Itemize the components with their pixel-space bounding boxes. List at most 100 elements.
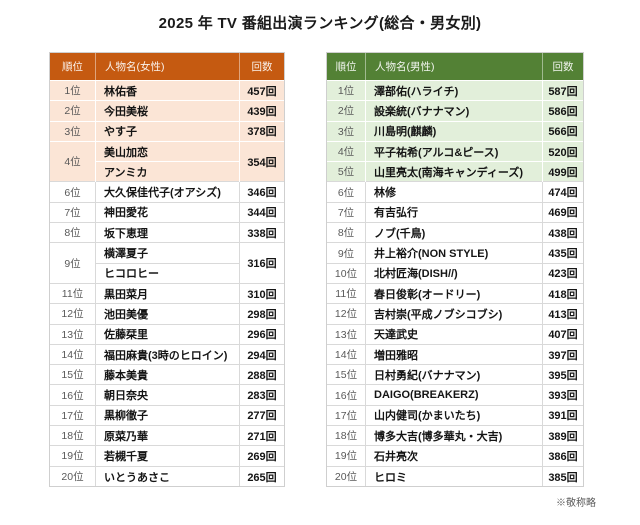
count-cell: 283回 [239, 384, 284, 406]
table-row: 7位 神田愛花 344回 [50, 201, 284, 223]
column-header-count: 回数 [542, 53, 583, 81]
table-row: ヒコロヒー [50, 262, 284, 284]
count-cell: 439回 [239, 100, 284, 122]
rank-cell: 12位 [327, 303, 366, 325]
rank-cell: 8位 [327, 222, 366, 243]
table-row: 20位 いとうあさこ 265回 [50, 465, 284, 487]
name-cell: 春日俊彰(オードリー) [365, 282, 543, 304]
table-row: 11位 春日俊彰(オードリー) 418回 [327, 282, 583, 304]
rank-cell: 9位 [50, 242, 96, 284]
table-row: 12位 池田美優 298回 [50, 303, 284, 325]
count-cell: 566回 [542, 120, 583, 142]
count-cell: 397回 [542, 343, 583, 365]
rank-cell: 2位 [50, 100, 96, 122]
rank-cell: 11位 [50, 282, 96, 304]
column-header-name: 人物名(女性) [95, 53, 240, 81]
name-cell: 石井亮次 [365, 445, 543, 467]
table-row: 6位 大久保佳代子(オアシズ) 346回 [50, 181, 284, 203]
rank-cell: 14位 [50, 343, 96, 365]
rank-cell: 8位 [50, 222, 96, 243]
count-cell: 298回 [239, 303, 284, 325]
rank-cell: 13位 [50, 323, 96, 345]
name-cell: 美山加恋 [95, 140, 240, 162]
name-cell: 横澤夏子 [95, 242, 240, 264]
table-row: 2位 今田美桜 439回 [50, 100, 284, 122]
table-row: 14位 福田麻貴(3時のヒロイン) 294回 [50, 343, 284, 365]
count-cell: 316回 [239, 242, 284, 284]
count-cell: 386回 [542, 445, 583, 467]
rank-cell: 11位 [327, 282, 366, 304]
name-cell: アンミカ [95, 161, 240, 182]
table-row: 9位 井上裕介(NON STYLE) 435回 [327, 242, 583, 264]
table-row: 17位 黒柳徹子 277回 [50, 404, 284, 426]
rank-cell: 3位 [327, 120, 366, 142]
name-cell: ヒロミ [365, 465, 543, 487]
table-row: 11位 黒田菜月 310回 [50, 282, 284, 304]
rank-cell: 5位 [327, 161, 366, 182]
table-row: 16位 朝日奈央 283回 [50, 384, 284, 406]
name-cell: 原菜乃華 [95, 425, 240, 446]
count-cell: 438回 [542, 222, 583, 243]
count-cell: 385回 [542, 465, 583, 487]
women-ranking-table: 順位 人物名(女性) 回数 1位 林佑香 457回 2位 今田美桜 439回 3位 やす子 378回 4… [49, 52, 285, 488]
table-row: 14位 増田雅昭 397回 [327, 343, 583, 365]
count-cell: 296回 [239, 323, 284, 345]
rank-cell: 6位 [50, 181, 96, 203]
count-cell: 338回 [239, 222, 284, 243]
rank-cell: 19位 [50, 445, 96, 467]
name-cell: 井上裕介(NON STYLE) [365, 242, 543, 264]
rank-cell: 16位 [327, 384, 366, 406]
count-cell: 418回 [542, 282, 583, 304]
rank-cell: 18位 [327, 425, 366, 446]
count-cell: 277回 [239, 404, 284, 426]
count-cell: 310回 [239, 282, 284, 304]
rank-cell: 19位 [327, 445, 366, 467]
name-cell: 澤部佑(ハライチ) [365, 79, 543, 101]
count-cell: 587回 [542, 79, 583, 101]
honorifics-note: ※敬称略 [556, 498, 596, 510]
name-cell: 山内健司(かまいたち) [365, 404, 543, 426]
name-cell: 林修 [365, 181, 543, 203]
count-cell: 354回 [239, 140, 284, 182]
table-row: 18位 原菜乃華 271回 [50, 425, 284, 446]
rank-cell: 1位 [50, 79, 96, 101]
table-row: 19位 若槻千夏 269回 [50, 445, 284, 467]
table-row: アンミカ [50, 161, 284, 182]
men-ranking-table: 順位 人物名(男性) 回数 1位 澤部佑(ハライチ) 587回 2位 設楽統(バナナマン) 58… [326, 52, 584, 488]
table-row: 5位 山里亮太(南海キャンディーズ) 499回 [327, 161, 583, 182]
name-cell: 日村勇紀(バナナマン) [365, 364, 543, 385]
name-cell: 吉村崇(平成ノブシコブシ) [365, 303, 543, 325]
table-row: 18位 博多大吉(博多華丸・大吉) 389回 [327, 425, 583, 446]
table-row: 19位 石井亮次 386回 [327, 445, 583, 467]
table-row: 15位 日村勇紀(バナナマン) 395回 [327, 364, 583, 385]
table-row: 13位 佐藤栞里 296回 [50, 323, 284, 345]
name-cell: 佐藤栞里 [95, 323, 240, 345]
count-cell: 474回 [542, 181, 583, 203]
page: 2025 年 TV 番組出演ランキング(総合・男女別) 順位 人物名(女性) 回数 1… [0, 13, 640, 509]
name-cell: 増田雅昭 [365, 343, 543, 365]
count-cell: 378回 [239, 120, 284, 142]
rank-cell: 3位 [50, 120, 96, 142]
count-cell: 407回 [542, 323, 583, 345]
count-cell: 586回 [542, 100, 583, 122]
rank-cell: 20位 [327, 465, 366, 487]
name-cell: ノブ(千鳥) [365, 222, 543, 243]
table-row: 1位 林佑香 457回 [50, 79, 284, 101]
rank-cell: 14位 [327, 343, 366, 365]
column-header-rank: 順位 [327, 53, 366, 81]
name-cell: DAIGO(BREAKERZ) [365, 384, 543, 406]
count-cell: 389回 [542, 425, 583, 446]
count-cell: 265回 [239, 465, 284, 487]
name-cell: 神田愛花 [95, 201, 240, 223]
rank-cell: 4位 [327, 140, 366, 162]
rank-cell: 9位 [327, 242, 366, 264]
rank-cell: 4位 [50, 140, 96, 182]
rank-cell: 20位 [50, 465, 96, 487]
table-row: 1位 澤部佑(ハライチ) 587回 [327, 79, 583, 101]
name-cell: 大久保佳代子(オアシズ) [95, 181, 240, 203]
page-title: 2025 年 TV 番組出演ランキング(総合・男女別) [158, 15, 482, 32]
table-row: 3位 やす子 378回 [50, 120, 284, 142]
count-cell: 413回 [542, 303, 583, 325]
name-cell: 有吉弘行 [365, 201, 543, 223]
name-cell: 天達武史 [365, 323, 543, 345]
